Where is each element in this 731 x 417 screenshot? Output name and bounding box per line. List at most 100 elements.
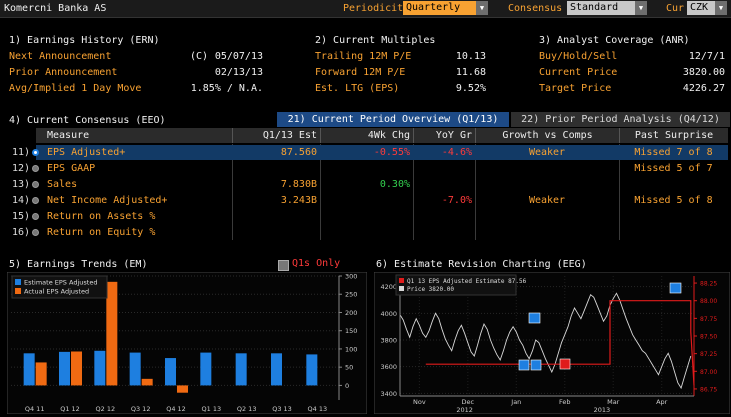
current-consensus-title[interactable]: 4) Current Consensus (EEO) xyxy=(9,115,166,126)
grid-line xyxy=(232,144,233,240)
earnings-trends-chart: 0 50 100 150 200 250 300 Q4 11 Q1 12 Q2 12 Q3 12 Q4… xyxy=(7,272,367,414)
past-surprise[interactable] xyxy=(619,225,728,240)
legend-estimate-label: Q1 13 EPS Adjusted Estimate 87.56 xyxy=(407,278,527,285)
event-marker-icon[interactable] xyxy=(518,359,530,371)
four-week-change xyxy=(320,209,413,224)
col-growth-vs-comps[interactable]: Growth vs Comps xyxy=(475,128,619,143)
bar-actual xyxy=(141,378,153,386)
q1s-only-checkbox[interactable] xyxy=(278,260,289,271)
row-radio[interactable] xyxy=(32,165,39,172)
earnings-trends-title[interactable]: 5) Earnings Trends (EM) xyxy=(9,259,148,270)
measure-name[interactable]: EPS GAAP xyxy=(47,163,96,174)
y-right-tick-label: 88.00 xyxy=(700,298,717,305)
kv-value: 02/13/13 xyxy=(214,67,263,78)
y-left-tick-label: 4000 xyxy=(380,310,397,318)
bar-actual xyxy=(35,362,47,386)
yoy-growth: -7.0% xyxy=(441,195,472,206)
bar-estimate xyxy=(271,353,282,386)
bar-estimate xyxy=(129,352,141,386)
past-surprise[interactable]: Missed 7 of 8 xyxy=(634,147,713,158)
consensus-row[interactable]: 15) Return on Assets % xyxy=(12,209,728,224)
consensus-row[interactable]: 14) Net Income Adjusted+ 3.243B -7.0% Weaker… xyxy=(12,193,728,208)
legend-box xyxy=(395,274,517,296)
growth-vs-comps xyxy=(475,225,619,240)
x-tick-label: Feb xyxy=(559,398,571,406)
row-number: 15) xyxy=(11,211,30,222)
earnings-history-title[interactable]: 1) Earnings History (ERN) xyxy=(9,35,160,46)
consensus-dropdown[interactable]: Standard ▼ xyxy=(567,1,647,15)
col-measure[interactable]: Measure xyxy=(47,130,90,141)
four-week-change xyxy=(320,193,413,208)
periodicity-label: Periodicity xyxy=(343,3,410,14)
x-tick-label: Q4 12 xyxy=(166,405,186,413)
event-marker-icon[interactable] xyxy=(669,282,682,294)
consensus-row[interactable]: 16) Return on Equity % xyxy=(12,225,728,240)
y-tick-label: 300 xyxy=(345,273,357,281)
col-4wk-change[interactable]: 4Wk Chg xyxy=(320,128,413,143)
tab-current-period[interactable]: 21) Current Period Overview (Q1/13) xyxy=(277,112,509,127)
x-tick-label: Q2 13 xyxy=(237,405,257,413)
event-marker-icon[interactable] xyxy=(530,359,542,371)
past-surprise[interactable]: Missed 5 of 7 xyxy=(634,163,713,174)
col-estimate[interactable]: Q1/13 Est xyxy=(232,128,320,143)
row-radio[interactable] xyxy=(32,197,39,204)
yoy-growth xyxy=(413,209,475,224)
chart-axes: 3400 3600 3800 4000 4200 88.25 88.00 87.75 87.50… xyxy=(380,276,717,414)
row-number: 16) xyxy=(11,227,30,238)
consensus-row[interactable]: 11) EPS Adjusted+ 87.560 -0.55% -4.6% Weaker M… xyxy=(12,145,728,160)
kv-value: 05/07/13 xyxy=(214,51,263,62)
x-tick-label: Mar xyxy=(607,398,620,406)
bar-estimate xyxy=(165,358,176,386)
consensus-row[interactable]: 13) Sales 7.830B 0.30% xyxy=(12,177,728,192)
row-radio[interactable] xyxy=(32,213,39,220)
y-tick-label: 250 xyxy=(345,291,357,299)
currency-value: CZK xyxy=(690,2,709,13)
measure-name[interactable]: Net Income Adjusted+ xyxy=(47,195,168,206)
periodicity-dropdown[interactable]: Quarterly ▼ xyxy=(403,1,488,15)
col-yoy-growth[interactable]: YoY Gr xyxy=(413,128,475,143)
y-left-tick-label: 4200 xyxy=(380,283,397,291)
row-radio[interactable] xyxy=(32,149,39,156)
col-past-surprise[interactable]: Past Surprise xyxy=(619,128,728,143)
x-tick-label: Q3 13 xyxy=(272,405,292,413)
row-radio[interactable] xyxy=(32,229,39,236)
tab-prior-period[interactable]: 22) Prior Period Analysis (Q4/12) xyxy=(511,112,730,127)
bar-estimate xyxy=(200,352,212,386)
x-tick-label: Q4 13 xyxy=(308,405,328,413)
kv-value: 10.13 xyxy=(455,51,486,62)
consensus-row[interactable]: 12) EPS GAAP Missed 5 of 7 xyxy=(12,161,728,176)
measure-name[interactable]: EPS Adjusted+ xyxy=(47,147,126,158)
measure-name[interactable]: Sales xyxy=(47,179,78,190)
row-number: 13) xyxy=(11,179,30,190)
measure-name[interactable]: Return on Assets % xyxy=(47,211,156,222)
past-surprise[interactable] xyxy=(619,209,728,224)
event-marker-icon[interactable] xyxy=(559,358,571,370)
current-multiples-title: 2) Current Multiples xyxy=(315,35,436,46)
q1s-only-label[interactable]: Q1s Only xyxy=(292,258,341,269)
yoy-growth xyxy=(413,177,475,192)
row-radio[interactable] xyxy=(32,181,39,188)
y-right-tick-label: 86.75 xyxy=(700,386,717,393)
kv-label: Next Announcement xyxy=(9,51,112,62)
event-marker-icon[interactable] xyxy=(528,312,541,324)
x-tick-label: Q4 11 xyxy=(25,405,45,413)
bar-actual xyxy=(71,351,82,386)
past-surprise[interactable]: Missed 5 of 8 xyxy=(634,195,713,206)
currency-dropdown[interactable]: CZK ▼ xyxy=(687,1,727,15)
estimate-revision-chart: 3400 3600 3800 4000 4200 88.25 88.00 87.75 87.50… xyxy=(374,272,730,414)
legend-estimate-label: Estimate EPS Adjusted xyxy=(24,279,97,287)
chart-frame xyxy=(374,272,730,414)
grid-line xyxy=(619,144,620,240)
kv-value: 3820.00 xyxy=(682,67,725,78)
y-right-tick-label: 87.75 xyxy=(700,316,717,323)
row-number: 14) xyxy=(11,195,30,206)
kv-label: Target Price xyxy=(539,83,612,94)
estimate-line xyxy=(425,300,695,386)
past-surprise[interactable] xyxy=(619,177,728,192)
analyst-coverage-title[interactable]: 3) Analyst Coverage (ANR) xyxy=(539,35,690,46)
four-week-change xyxy=(320,225,413,240)
measure-name[interactable]: Return on Equity % xyxy=(47,227,156,238)
yoy-growth xyxy=(413,161,475,176)
estimate-revision-title[interactable]: 6) Estimate Revision Charting (EEG) xyxy=(376,259,587,270)
x-tick-label: Q1 13 xyxy=(202,405,222,413)
